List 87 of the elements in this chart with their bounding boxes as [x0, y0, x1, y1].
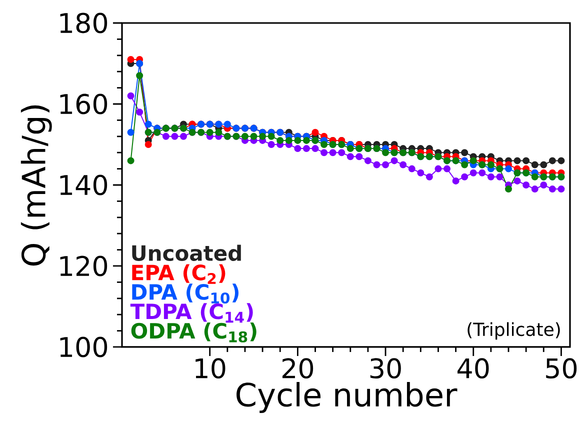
- point: [312, 145, 319, 152]
- point: [356, 153, 363, 160]
- point: [382, 161, 390, 168]
- point: [514, 157, 521, 164]
- point: [320, 149, 328, 156]
- point: [514, 177, 521, 184]
- point: [127, 92, 134, 100]
- x-tick-label: 10: [196, 358, 226, 379]
- y-tick-label: 140: [60, 174, 108, 196]
- point: [127, 56, 134, 63]
- point: [487, 173, 494, 180]
- point: [144, 140, 152, 148]
- point: [505, 165, 512, 172]
- point: [268, 140, 275, 148]
- point: [144, 120, 152, 128]
- point: [434, 165, 442, 172]
- point: [548, 186, 556, 193]
- x-axis-title: Cycle number: [236, 382, 458, 413]
- y-axis-title: Q (mAh/g): [20, 105, 52, 266]
- point: [302, 136, 310, 144]
- point: [505, 186, 512, 193]
- point: [294, 136, 302, 144]
- point: [338, 149, 346, 156]
- point: [461, 173, 468, 180]
- point: [320, 140, 328, 148]
- point: [224, 120, 231, 128]
- text: TDPA (C$_{14}$): [130, 303, 253, 323]
- point: [294, 145, 302, 152]
- point: [548, 157, 556, 164]
- point: [276, 136, 284, 144]
- point: [400, 161, 407, 168]
- point: [461, 161, 468, 168]
- text: DPA (C$_{10}$): [132, 284, 238, 304]
- text: EPA (C$_{2}$): [132, 264, 226, 284]
- point: [206, 128, 214, 136]
- point: [180, 132, 187, 140]
- point: [127, 128, 134, 136]
- point: [470, 169, 477, 176]
- point: [364, 157, 372, 164]
- point: [522, 157, 530, 164]
- point: [312, 128, 319, 136]
- text: Uncoated: [132, 244, 241, 262]
- point: [461, 149, 468, 156]
- y-tick-label: 180: [60, 12, 108, 34]
- point: [531, 173, 538, 180]
- point: [346, 153, 354, 160]
- point: [127, 157, 134, 164]
- point: [408, 165, 416, 172]
- point: [268, 132, 275, 140]
- point: [241, 132, 248, 140]
- x-tick-label: 40: [458, 358, 489, 379]
- point: [487, 161, 494, 168]
- point: [329, 149, 336, 156]
- point: [346, 145, 354, 152]
- x-tick-label: 30: [370, 358, 401, 379]
- point: [496, 173, 504, 180]
- point: [522, 181, 530, 188]
- y-tick-label: 100: [60, 336, 108, 358]
- x-tick-label: 20: [282, 358, 314, 379]
- x-tick-label: 50: [546, 358, 577, 379]
- point: [250, 132, 258, 140]
- point: [540, 161, 548, 168]
- text: ODPA (C$_{18}$): [131, 322, 256, 342]
- point: [426, 173, 433, 180]
- point: [531, 186, 538, 193]
- y-tick-label: 160: [60, 94, 108, 114]
- point: [285, 136, 292, 144]
- point: [302, 145, 310, 152]
- point: [478, 169, 486, 176]
- point: [382, 149, 390, 156]
- point: [373, 161, 380, 168]
- point: [558, 186, 565, 193]
- point: [259, 132, 266, 140]
- point: [452, 177, 460, 184]
- point: [171, 132, 178, 140]
- point: [540, 181, 548, 188]
- point: [136, 108, 144, 116]
- annotation: (Triplicate): [468, 322, 560, 340]
- point: [390, 157, 398, 164]
- point: [531, 161, 538, 168]
- point: [417, 169, 424, 176]
- point: [136, 72, 144, 80]
- point: [558, 157, 565, 164]
- point: [162, 132, 170, 140]
- point: [215, 128, 222, 136]
- y-tick-label: 120: [60, 256, 108, 276]
- point: [444, 165, 451, 172]
